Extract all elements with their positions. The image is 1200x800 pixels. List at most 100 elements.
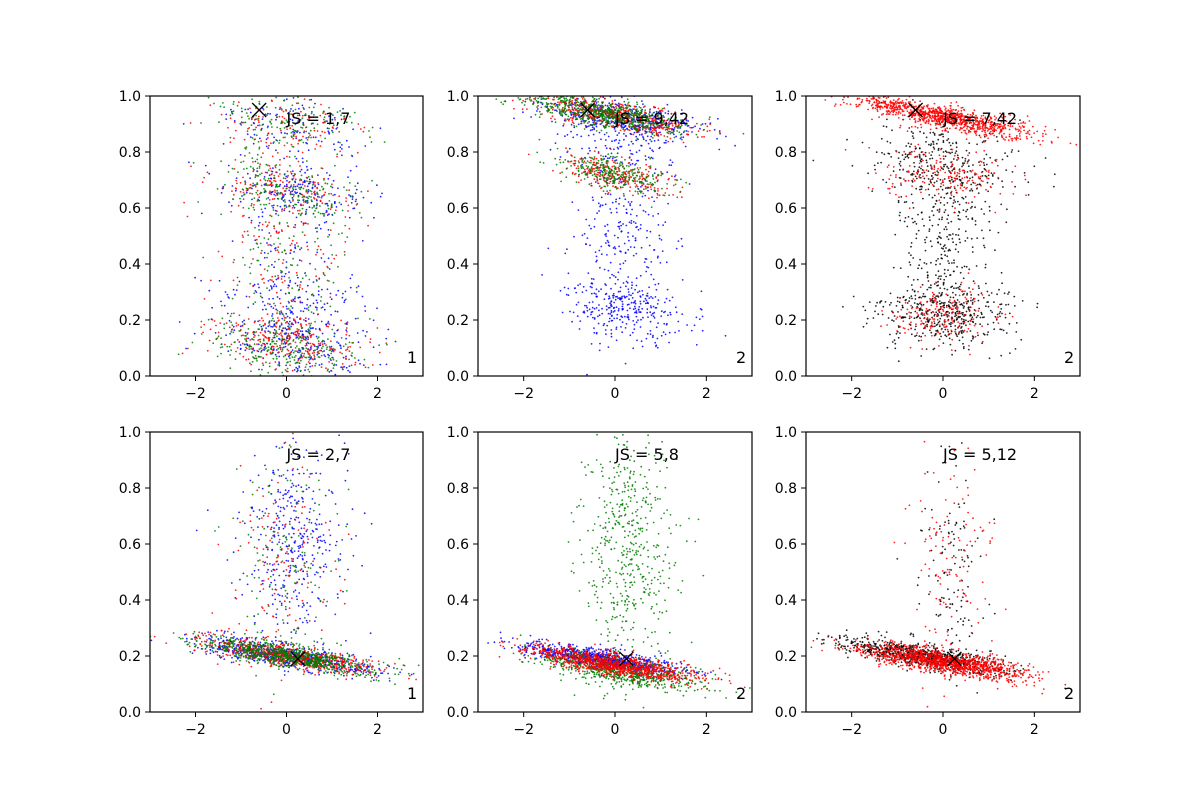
data-point: [243, 214, 245, 217]
data-point: [607, 167, 610, 170]
data-point: [586, 173, 589, 175]
data-point: [273, 179, 275, 182]
data-point: [230, 210, 233, 213]
data-point: [607, 244, 610, 247]
data-point: [319, 342, 322, 345]
data-point: [585, 162, 587, 164]
data-point: [292, 184, 295, 186]
data-point: [634, 111, 637, 114]
data-point: [258, 165, 261, 168]
data-point: [286, 348, 289, 351]
data-point: [248, 152, 251, 154]
data-point: [586, 125, 588, 128]
data-point: [337, 328, 339, 331]
data-point: [585, 305, 588, 307]
data-point: [262, 357, 264, 359]
data-point: [292, 339, 295, 341]
data-point: [330, 350, 333, 353]
data-point: [603, 322, 606, 325]
data-point: [246, 344, 249, 346]
data-point: [285, 266, 288, 269]
data-point: [607, 135, 610, 138]
data-point: [280, 334, 283, 337]
data-point: [566, 109, 568, 112]
data-point: [287, 307, 290, 310]
data-point: [611, 201, 614, 204]
data-point: [624, 178, 627, 181]
data-point: [284, 369, 287, 371]
data-point: [646, 135, 649, 138]
data-point: [588, 301, 591, 304]
data-point: [328, 280, 330, 282]
data-point: [573, 124, 575, 127]
data-point: [613, 181, 616, 184]
data-point: [230, 343, 233, 346]
data-point: [618, 225, 621, 228]
data-point: [331, 118, 334, 121]
data-point: [718, 148, 721, 151]
data-point: [624, 315, 626, 318]
data-point: [263, 334, 265, 337]
data-point: [335, 294, 338, 296]
data-point: [563, 112, 566, 115]
data-point: [254, 301, 257, 303]
data-point: [650, 156, 653, 159]
data-point: [619, 220, 622, 223]
data-point: [624, 198, 627, 201]
data-point: [640, 318, 642, 321]
data-point: [666, 131, 669, 134]
data-point: [302, 123, 304, 126]
data-point: [592, 133, 595, 136]
data-point: [616, 126, 619, 128]
data-point: [613, 310, 616, 312]
data-point: [299, 284, 301, 286]
data-point: [693, 324, 696, 327]
data-point: [669, 137, 672, 140]
data-point: [664, 129, 667, 131]
data-point: [606, 164, 609, 167]
data-point: [653, 129, 656, 132]
data-point: [330, 192, 333, 195]
data-point: [546, 103, 548, 106]
data-point: [304, 181, 306, 183]
data-point: [287, 339, 290, 342]
data-point: [295, 242, 298, 244]
data-point: [323, 116, 326, 119]
data-point: [559, 111, 562, 113]
data-point: [652, 183, 655, 186]
data-point: [328, 268, 331, 270]
data-point: [288, 199, 291, 202]
data-point: [635, 118, 638, 121]
data-point: [628, 176, 630, 179]
data-point: [606, 239, 609, 242]
data-point: [368, 130, 370, 132]
data-point: [561, 171, 563, 174]
data-point: [631, 281, 633, 284]
data-point: [704, 122, 707, 125]
data-point: [602, 169, 605, 172]
data-point: [323, 342, 326, 345]
data-point: [309, 326, 311, 328]
data-point: [329, 296, 332, 298]
data-point: [692, 126, 695, 129]
data-point: [657, 139, 660, 142]
data-point: [636, 101, 638, 104]
data-point: [592, 316, 594, 319]
data-point: [598, 309, 600, 312]
data-point: [591, 286, 593, 289]
data-point: [571, 121, 574, 123]
data-point: [270, 181, 273, 184]
data-point: [256, 118, 258, 120]
data-point: [292, 133, 295, 136]
data-point: [624, 176, 627, 178]
data-point: [613, 148, 615, 151]
data-point: [303, 352, 306, 355]
data-point: [298, 209, 301, 212]
data-point: [278, 362, 281, 365]
data-point: [265, 163, 268, 166]
data-point: [602, 155, 605, 158]
data-point: [292, 235, 295, 238]
data-point: [609, 277, 611, 279]
data-point: [303, 234, 306, 237]
data-point: [622, 223, 624, 225]
